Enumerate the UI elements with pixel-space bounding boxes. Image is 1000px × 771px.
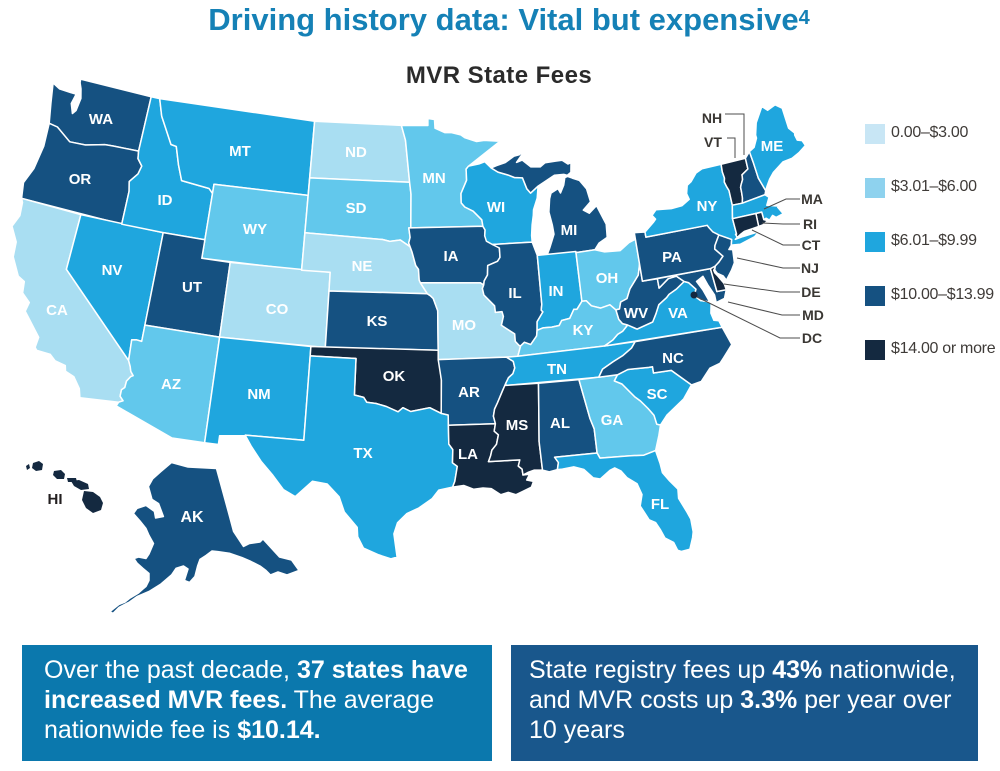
svg-text:OK: OK xyxy=(383,368,406,385)
svg-text:SD: SD xyxy=(346,200,367,217)
svg-text:DC: DC xyxy=(802,330,822,346)
svg-text:NY: NY xyxy=(697,198,718,215)
svg-text:IN: IN xyxy=(549,283,564,300)
svg-text:IA: IA xyxy=(444,248,459,265)
svg-text:VA: VA xyxy=(668,305,688,322)
svg-text:MT: MT xyxy=(229,143,251,160)
svg-text:NH: NH xyxy=(702,110,722,126)
svg-text:TX: TX xyxy=(353,445,372,462)
svg-text:ME: ME xyxy=(761,138,784,155)
svg-text:NJ: NJ xyxy=(801,260,819,276)
svg-text:NC: NC xyxy=(662,350,684,367)
svg-text:WV: WV xyxy=(624,305,648,322)
svg-text:MD: MD xyxy=(802,307,824,323)
svg-text:AK: AK xyxy=(180,509,204,526)
svg-text:ID: ID xyxy=(158,192,173,209)
svg-text:WA: WA xyxy=(89,111,113,128)
svg-text:TN: TN xyxy=(547,361,567,378)
svg-text:OH: OH xyxy=(596,270,619,287)
svg-text:OR: OR xyxy=(69,171,92,188)
svg-text:NV: NV xyxy=(102,262,123,279)
svg-text:MO: MO xyxy=(452,317,476,334)
svg-text:CO: CO xyxy=(266,301,289,318)
svg-text:HI: HI xyxy=(48,491,63,508)
svg-text:FL: FL xyxy=(651,496,669,513)
svg-text:IL: IL xyxy=(508,285,521,302)
svg-text:LA: LA xyxy=(458,446,478,463)
svg-text:NE: NE xyxy=(352,258,373,275)
svg-text:SC: SC xyxy=(647,386,668,403)
svg-text:AL: AL xyxy=(550,415,570,432)
svg-text:AZ: AZ xyxy=(161,376,181,393)
svg-text:DE: DE xyxy=(801,284,820,300)
svg-text:KS: KS xyxy=(367,313,388,330)
svg-text:MN: MN xyxy=(422,170,445,187)
svg-text:AR: AR xyxy=(458,384,480,401)
svg-text:PA: PA xyxy=(662,249,682,266)
svg-text:UT: UT xyxy=(182,279,202,296)
svg-text:WY: WY xyxy=(243,221,267,238)
svg-text:KY: KY xyxy=(573,322,594,339)
svg-text:WI: WI xyxy=(487,199,505,216)
svg-text:CT: CT xyxy=(802,237,821,253)
svg-text:MS: MS xyxy=(506,417,529,434)
svg-text:VT: VT xyxy=(704,134,722,150)
svg-text:GA: GA xyxy=(601,412,624,429)
svg-text:NM: NM xyxy=(247,386,270,403)
svg-text:MI: MI xyxy=(561,222,578,239)
svg-text:CA: CA xyxy=(46,302,68,319)
svg-text:RI: RI xyxy=(803,216,817,232)
svg-text:ND: ND xyxy=(345,144,367,161)
svg-text:MA: MA xyxy=(801,191,823,207)
